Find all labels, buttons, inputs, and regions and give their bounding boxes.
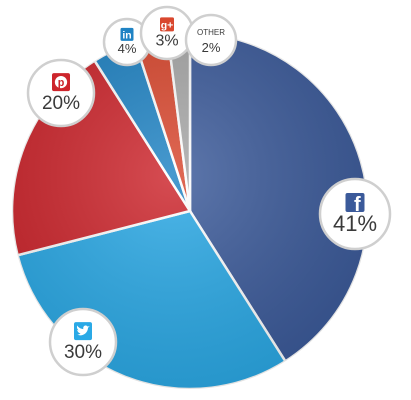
google-plus-icon: g+ [160, 17, 174, 32]
label-bubble-other: OTHER 2% [184, 13, 238, 67]
svg-text:in: in [122, 31, 131, 42]
linkedin-icon: in [120, 27, 134, 42]
percent-label-facebook: 41% [333, 211, 377, 236]
label-bubble-google-plus: g+3% [139, 5, 195, 61]
pinterest-icon: p [52, 73, 70, 92]
svg-text:f: f [354, 194, 361, 216]
percent-label-other: 2% [202, 40, 221, 55]
label-bubble-circle [26, 58, 96, 128]
percent-label-twitter: 30% [64, 342, 102, 363]
label-bubble-circle [184, 13, 238, 67]
slice-name-label: OTHER [197, 28, 225, 37]
label-bubble-pinterest: p 20% [26, 58, 96, 128]
twitter-icon [74, 322, 92, 341]
percent-label-pinterest: 20% [42, 93, 80, 114]
label-bubble-facebook: f41% [318, 177, 392, 251]
svg-text:p: p [58, 77, 65, 89]
label-bubble-circle [318, 177, 392, 251]
percent-label-linkedin: 4% [118, 41, 137, 56]
facebook-icon: f [345, 192, 365, 216]
svg-text:g+: g+ [161, 20, 174, 32]
label-bubble-twitter: 30% [48, 307, 118, 377]
label-bubble-circle [48, 307, 118, 377]
percent-label-google-plus: 3% [155, 32, 178, 49]
